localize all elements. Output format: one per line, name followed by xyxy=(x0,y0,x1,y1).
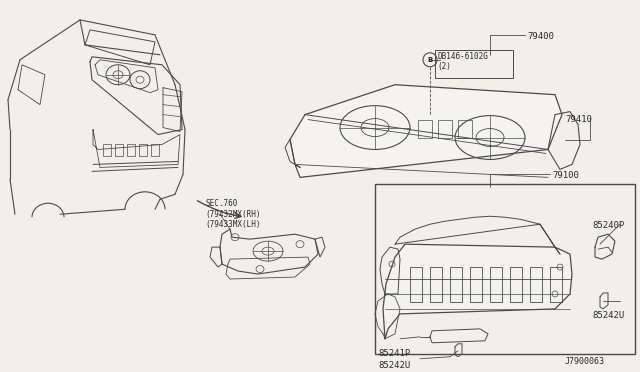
Text: 85242U: 85242U xyxy=(592,311,624,320)
Text: 79410: 79410 xyxy=(565,115,592,124)
Bar xyxy=(530,267,542,302)
Bar xyxy=(438,119,452,138)
Text: 79400: 79400 xyxy=(527,32,554,41)
Text: B: B xyxy=(428,57,433,63)
Bar xyxy=(450,267,462,302)
Bar xyxy=(103,144,111,157)
Bar xyxy=(490,267,502,302)
Bar xyxy=(127,144,135,157)
Bar xyxy=(458,119,472,138)
Text: 85240P: 85240P xyxy=(592,221,624,230)
Bar xyxy=(418,119,432,138)
Bar xyxy=(151,144,159,157)
Bar xyxy=(430,267,442,302)
Text: 85242U: 85242U xyxy=(378,361,410,370)
Bar xyxy=(410,267,422,302)
Bar xyxy=(139,144,147,157)
Text: 79100: 79100 xyxy=(552,171,579,180)
Bar xyxy=(435,50,513,78)
Bar xyxy=(470,267,482,302)
Polygon shape xyxy=(290,85,562,177)
Bar xyxy=(375,185,635,354)
Bar xyxy=(510,267,522,302)
Bar xyxy=(115,144,123,157)
Text: J7900063: J7900063 xyxy=(565,357,605,366)
Text: 85241P: 85241P xyxy=(378,349,410,358)
Text: DB146-6102G
(2): DB146-6102G (2) xyxy=(437,52,488,71)
Text: SEC.760
(79432MX(RH)
(79433MX(LH): SEC.760 (79432MX(RH) (79433MX(LH) xyxy=(205,199,260,229)
Polygon shape xyxy=(383,244,572,339)
Bar xyxy=(550,267,562,302)
